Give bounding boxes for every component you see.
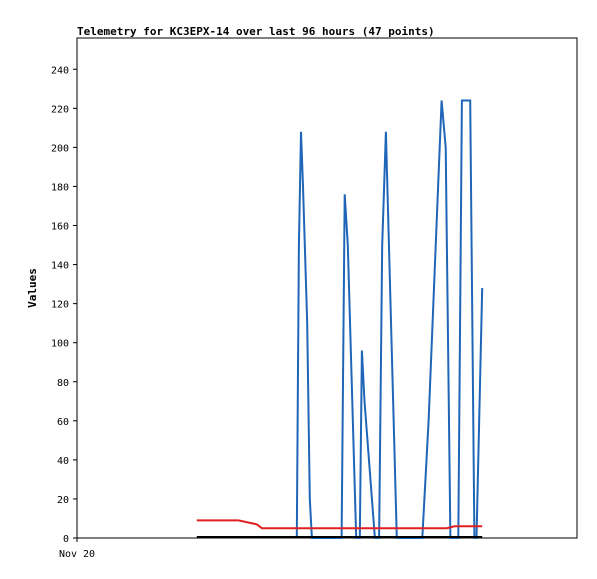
series-layer <box>196 99 484 539</box>
y-tick-label: 80 <box>57 378 69 389</box>
series-line-1 <box>196 519 483 530</box>
x-tick-label: Nov 20 <box>59 549 95 560</box>
y-tick-label: 200 <box>51 143 69 154</box>
y-tick-label: 0 <box>63 534 69 545</box>
plot-frame <box>76 37 578 539</box>
y-tick-label: 180 <box>51 182 69 193</box>
y-tick-label: 160 <box>51 222 69 233</box>
y-tick-label: 20 <box>57 495 69 506</box>
chart-title: Telemetry for KC3EPX-14 over last 96 hou… <box>77 25 435 38</box>
y-tick-label: 60 <box>57 417 69 428</box>
y-tick-label: 100 <box>51 339 69 350</box>
y-tick-label: 220 <box>51 104 69 115</box>
y-axis-ticks: 0 20 40 60 80 100 120 140 160 180 200 220 240 <box>51 65 77 545</box>
y-axis-label: Values <box>26 268 39 308</box>
y-tick-label: 140 <box>51 261 69 272</box>
y-tick-label: 240 <box>51 65 69 76</box>
y-tick-label: 40 <box>57 456 69 467</box>
y-tick-label: 120 <box>51 300 69 311</box>
x-axis-ticks: Nov 20 <box>59 538 95 560</box>
